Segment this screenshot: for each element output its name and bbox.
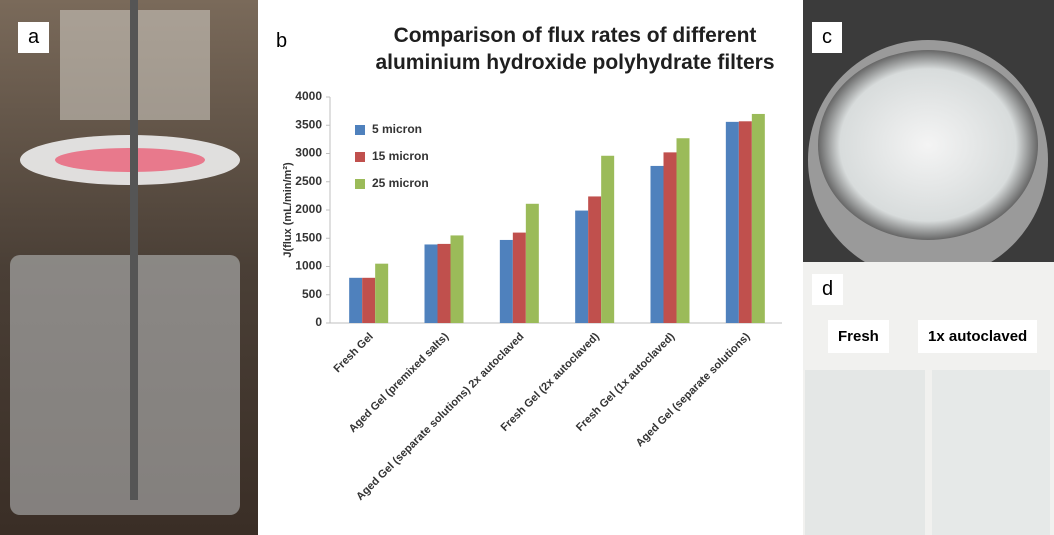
panel-label: b: [266, 26, 297, 57]
bar: [362, 278, 375, 323]
photo-label: Fresh: [828, 320, 889, 353]
bar: [526, 204, 539, 323]
y-tick-label: 1000: [295, 259, 322, 273]
y-tick-label: 500: [302, 287, 322, 301]
y-tick-label: 2500: [295, 174, 322, 188]
bar: [588, 196, 601, 323]
legend-label: 15 micron: [372, 149, 429, 163]
x-tick-label: Aged Gel (separate solutions) 2x autocla…: [354, 331, 526, 503]
bar: [438, 244, 451, 323]
photo-label: 1x autoclaved: [918, 320, 1037, 353]
y-tick-label: 3500: [295, 117, 322, 131]
legend-label: 5 micron: [372, 122, 422, 136]
panel-label: a: [18, 22, 49, 53]
chart-title: Comparison of flux rates of different al…: [360, 22, 790, 76]
bar: [513, 233, 526, 323]
bar: [651, 166, 664, 323]
bar: [601, 156, 614, 323]
bar: [349, 278, 362, 323]
bar: [575, 211, 588, 323]
y-tick-label: 4000: [295, 89, 322, 103]
panel-label: c: [812, 22, 842, 53]
bar: [752, 114, 765, 323]
bar: [425, 244, 438, 323]
bar: [500, 240, 513, 323]
bar: [739, 121, 752, 323]
legend-swatch: [355, 152, 365, 162]
y-tick-label: 0: [315, 315, 322, 329]
canvas: J(flux (mL/min/m²) 0 500 1000 1500 2000 2500 3…: [0, 0, 1054, 535]
bar: [451, 235, 464, 323]
y-tick-label: 1500: [295, 230, 322, 244]
figure: J(flux (mL/min/m²) 0 500 1000 1500 2000 2500 3…: [0, 0, 1054, 535]
legend-label: 25 micron: [372, 176, 429, 190]
legend-swatch: [355, 179, 365, 189]
x-tick-label: Fresh Gel: [331, 331, 375, 375]
y-tick-label: 2000: [295, 202, 322, 216]
y-tick-label: 3000: [295, 146, 322, 160]
bar: [375, 264, 388, 323]
y-axis-label: J(flux (mL/min/m²): [282, 162, 294, 258]
photo-a: [0, 0, 258, 535]
bar: [664, 152, 677, 323]
panel-label: d: [812, 274, 843, 305]
legend-swatch: [355, 125, 365, 135]
bar: [726, 122, 739, 323]
bar: [677, 138, 690, 323]
